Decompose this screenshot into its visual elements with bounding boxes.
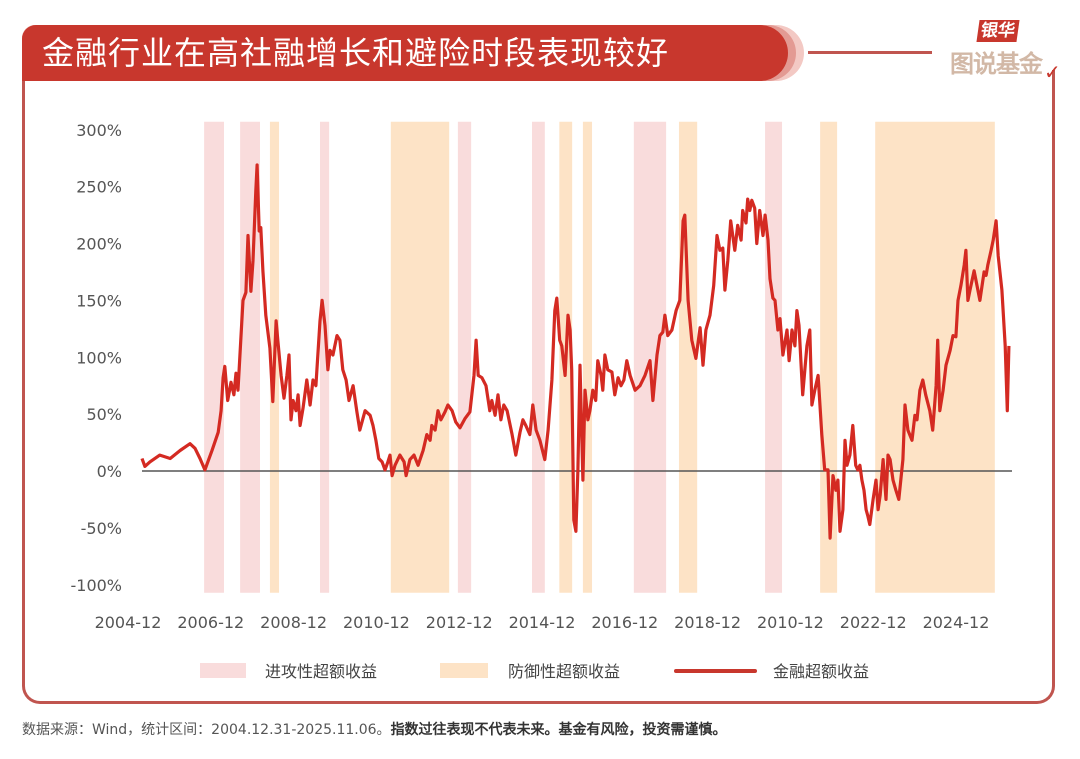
x-tick-label: 2010-12 xyxy=(343,613,410,632)
logo-bottom: 图说基金 xyxy=(950,50,1043,78)
offensive-period-band xyxy=(765,121,783,593)
y-tick-label: 250% xyxy=(76,178,122,197)
check-icon: ✓ xyxy=(1044,60,1061,84)
legend-swatch-offensive xyxy=(200,663,246,678)
footer-disclaimer: 指数过往表现不代表未来。基金有风险，投资需谨慎。 xyxy=(390,722,727,738)
title-rule xyxy=(808,51,932,54)
offensive-period-band xyxy=(633,121,667,593)
page-title: 金融行业在高社融增长和避险时段表现较好 xyxy=(22,25,788,81)
x-tick-label: 2006-12 xyxy=(177,613,244,632)
x-tick-label: 2016-12 xyxy=(591,613,658,632)
x-tick-label: 2012-12 xyxy=(426,613,493,632)
defensive-period-band xyxy=(875,121,995,593)
y-tick-label: 300% xyxy=(76,121,122,140)
x-tick-label: 2008-12 xyxy=(260,613,327,632)
offensive-period-band xyxy=(320,121,330,593)
x-tick-label: 2024-12 xyxy=(923,613,990,632)
x-tick-label: 2018-12 xyxy=(674,613,741,632)
footer: 数据来源：Wind，统计区间：2004.12.31-2025.11.06。指数过… xyxy=(22,719,727,739)
offensive-period-band xyxy=(531,121,545,593)
legend-label-defensive: 防御性超额收益 xyxy=(508,662,620,681)
y-tick-label: -50% xyxy=(81,519,122,538)
series-line-financial xyxy=(140,163,1011,540)
x-tick-label: 2004-12 xyxy=(95,613,162,632)
x-tick-label: 2014-12 xyxy=(509,613,576,632)
footer-source: 数据来源：Wind，统计区间：2004.12.31-2025.11.06。 xyxy=(22,722,391,738)
legend-swatch-defensive xyxy=(440,663,488,678)
legend-label-offensive: 进攻性超额收益 xyxy=(265,662,377,681)
y-tick-label: 200% xyxy=(76,235,122,254)
legend: 进攻性超额收益 防御性超额收益 金融超额收益 xyxy=(200,662,869,681)
logo: 银华 图说基金 ✓ xyxy=(946,20,1061,84)
x-tick-label: 2022-12 xyxy=(840,613,907,632)
chart-card xyxy=(22,70,1055,704)
x-tick-label: 2010-12 xyxy=(757,613,824,632)
y-tick-label: 50% xyxy=(86,405,122,424)
y-tick-label: 150% xyxy=(76,291,122,310)
offensive-period-band xyxy=(457,121,472,593)
defensive-period-band xyxy=(582,121,593,593)
defensive-period-band xyxy=(390,121,450,593)
legend-label-financial: 金融超额收益 xyxy=(773,662,869,681)
offensive-period-band xyxy=(204,121,224,593)
y-tick-label: 100% xyxy=(76,348,122,367)
y-tick-label: 0% xyxy=(97,462,122,481)
y-tick-label: -100% xyxy=(70,576,122,595)
